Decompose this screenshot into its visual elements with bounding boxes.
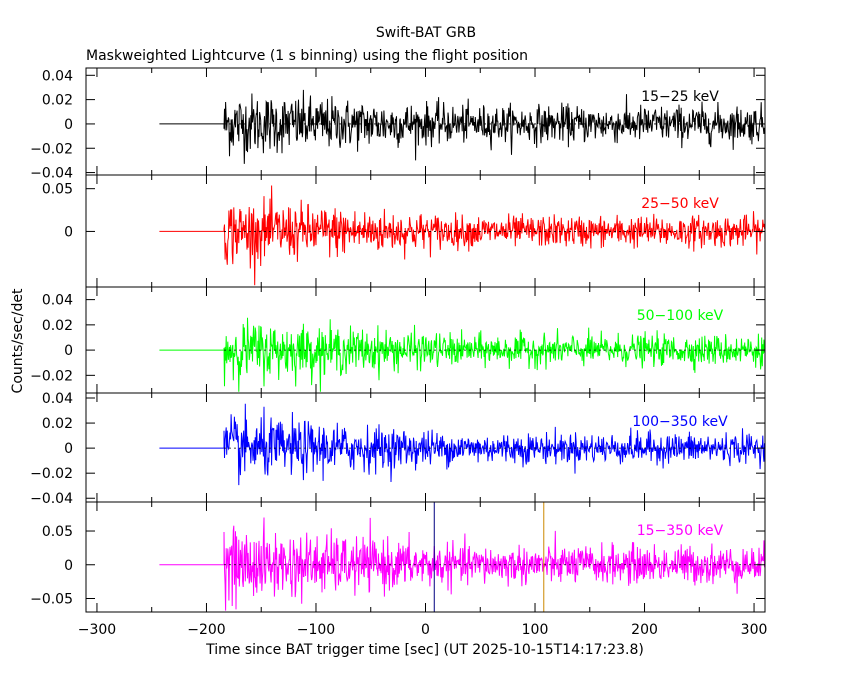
x-tick-label: −100 — [297, 622, 335, 638]
panel-2: 0 0.05 25−50 keV — [42, 174, 766, 288]
lightcurve-series-5 — [159, 517, 766, 611]
energy-band-label: 25−50 keV — [641, 196, 719, 212]
y-tick-label: 0.04 — [42, 293, 73, 309]
y-tick-label: 0.05 — [42, 182, 73, 198]
lightcurve-series-4 — [159, 403, 766, 486]
energy-band-label: 100−350 keV — [632, 414, 728, 430]
energy-band-label: 15−350 keV — [637, 523, 724, 539]
y-tick-label: −0.04 — [30, 491, 73, 507]
y-tick-label: 0.02 — [42, 93, 73, 109]
lightcurve-series-2 — [159, 185, 766, 286]
figure-subtitle: Maskweighted Lightcurve (1 s binning) us… — [86, 48, 528, 64]
y-tick-label: 0 — [64, 117, 73, 133]
panel-3: −0.02 0 0.02 0.04 50−100 keV — [30, 286, 766, 394]
y-tick-label: 0 — [64, 343, 73, 359]
x-tick-label: 0 — [421, 622, 430, 638]
x-axis-label: Time since BAT trigger time [sec] (UT 20… — [205, 642, 644, 658]
y-tick-label: 0.04 — [42, 68, 73, 84]
x-tick-label: −300 — [78, 622, 116, 638]
x-tick-label: 200 — [631, 622, 658, 638]
y-tick-label: 0 — [64, 441, 73, 457]
y-tick-label: 0.02 — [42, 416, 73, 432]
x-tick-label: −200 — [187, 622, 225, 638]
y-tick-label: 0 — [64, 224, 73, 240]
x-tick-label: 100 — [522, 622, 549, 638]
y-tick-label: −0.02 — [30, 368, 73, 384]
x-tick-label: 300 — [741, 622, 768, 638]
panels-group: −0.04 −0.02 0 0.02 0.04 15−25 keV 0 0.05 25−50 k… — [30, 67, 768, 638]
y-tick-label: −0.02 — [30, 466, 73, 482]
y-tick-label: 0.04 — [42, 391, 73, 407]
lightcurve-series-3 — [159, 317, 766, 392]
y-tick-label: −0.05 — [30, 592, 73, 608]
energy-band-label: 50−100 keV — [637, 308, 724, 324]
y-tick-label: 0 — [64, 558, 73, 574]
figure-title: Swift-BAT GRB — [376, 25, 476, 41]
lightcurve-series-1 — [159, 89, 766, 164]
panel-4: −0.04 −0.02 0 0.02 0.04 100−350 keV — [30, 391, 766, 507]
y-tick-label: 0.05 — [42, 524, 73, 540]
energy-band-label: 15−25 keV — [641, 89, 719, 105]
panel-1: −0.04 −0.02 0 0.02 0.04 15−25 keV — [30, 67, 766, 182]
y-tick-label: −0.02 — [30, 141, 73, 157]
y-axis-label: Counts/sec/det — [10, 288, 26, 393]
y-tick-label: −0.04 — [30, 166, 73, 182]
panel-5: −0.05 0 0.05 15−350 keV −300 −200 −100 0 100 200 3… — [30, 501, 768, 638]
y-tick-label: 0.02 — [42, 318, 73, 334]
